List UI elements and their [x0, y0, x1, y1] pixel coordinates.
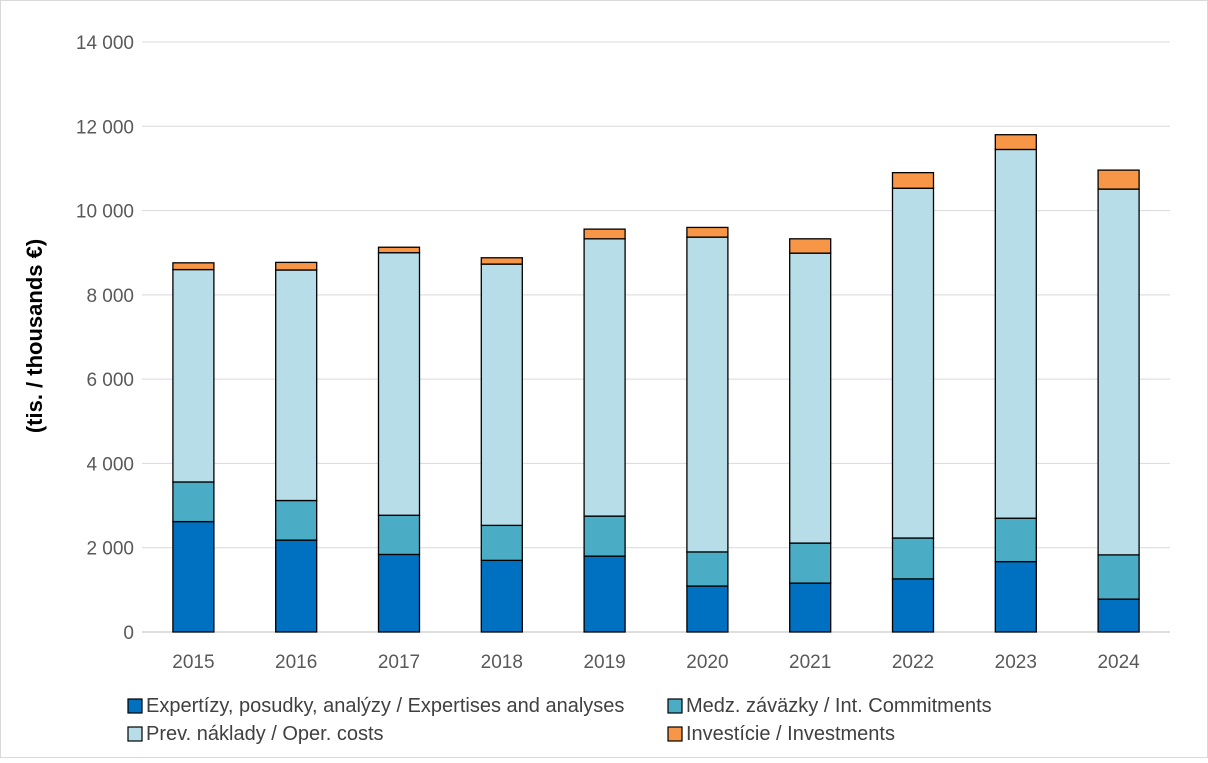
- bar-stack: [480, 257, 523, 633]
- legend-swatch: [127, 726, 143, 742]
- x-tick-label: 2019: [583, 652, 625, 673]
- bar-segment: [377, 252, 421, 516]
- bar-segment: [480, 257, 523, 265]
- bar-stack: [994, 134, 1037, 633]
- x-tick-label: 2024: [1097, 652, 1140, 673]
- y-tick-label: 0: [123, 623, 134, 644]
- bar-segment: [994, 148, 1037, 519]
- legend: Expertízy, posudky, analýzy / Expertises…: [127, 695, 992, 745]
- bar-segment: [789, 582, 832, 633]
- x-tick-label: 2018: [481, 652, 523, 673]
- bar-segment: [789, 252, 832, 544]
- bar-segment: [891, 187, 935, 539]
- bar-segment: [994, 517, 1037, 563]
- bars: [172, 134, 1140, 633]
- y-tick-label: 12 000: [76, 117, 134, 138]
- bar-segment: [377, 553, 421, 633]
- legend-item: Investície / Investments: [667, 723, 895, 745]
- x-tick-label: 2017: [378, 652, 420, 673]
- x-tick-label: 2015: [172, 652, 214, 673]
- bar-stack: [275, 261, 318, 633]
- x-tick-label: 2021: [789, 652, 831, 673]
- bar-segment: [789, 238, 832, 254]
- bar-stack: [583, 228, 626, 633]
- bar-segment: [275, 499, 318, 541]
- bar-stack: [377, 246, 421, 633]
- x-tick-label: 2020: [686, 652, 728, 673]
- y-tick-label: 10 000: [76, 202, 134, 223]
- legend-swatch: [667, 726, 683, 742]
- bar-segment: [1097, 188, 1140, 556]
- bar-stack: [686, 226, 729, 633]
- bar-segment: [686, 551, 729, 587]
- x-tick-label: 2016: [275, 652, 317, 673]
- bar-segment: [994, 134, 1037, 151]
- bar-segment: [275, 261, 318, 271]
- bar-segment: [172, 520, 215, 633]
- bar-segment: [377, 246, 421, 254]
- bar-segment: [583, 555, 626, 633]
- legend-swatch: [667, 698, 683, 714]
- y-tick-label: 8 000: [86, 286, 134, 307]
- bar-segment: [1097, 554, 1140, 600]
- x-axis-ticks: 2015 2016 2017 2018 2019 2020 2021 2022 2023 2024: [172, 652, 1140, 673]
- legend-label: Expertízy, posudky, analýzy / Expertises…: [146, 695, 624, 717]
- bar-segment: [377, 514, 421, 556]
- bar-segment: [172, 481, 215, 523]
- bar-segment: [686, 226, 729, 238]
- legend-item: Prev. náklady / Oper. costs: [127, 723, 384, 745]
- bar-segment: [583, 238, 626, 517]
- legend-label: Prev. náklady / Oper. costs: [146, 723, 384, 745]
- y-tick-label: 14 000: [76, 33, 134, 54]
- bar-segment: [172, 262, 215, 271]
- y-axis-ticks: 0 2 000 4 000 6 000 8 000 10 000 12 000 14 000: [76, 33, 134, 644]
- legend-swatch: [127, 698, 143, 714]
- y-tick-label: 6 000: [86, 370, 134, 391]
- bar-stack: [789, 238, 832, 633]
- bar-segment: [1097, 598, 1140, 633]
- y-tick-label: 2 000: [86, 539, 134, 560]
- bar-segment: [480, 263, 523, 527]
- bar-segment: [686, 236, 729, 553]
- bar-segment: [583, 515, 626, 557]
- bar-segment: [891, 171, 935, 189]
- x-tick-label: 2022: [892, 652, 934, 673]
- legend-item: Expertízy, posudky, analýzy / Expertises…: [127, 695, 624, 717]
- y-tick-label: 4 000: [86, 454, 134, 475]
- x-tick-label: 2023: [995, 652, 1037, 673]
- bar-segment: [480, 524, 523, 562]
- bar-stack: [172, 262, 215, 633]
- bar-segment: [275, 269, 318, 502]
- bar-stack: [891, 171, 935, 633]
- bar-segment: [172, 268, 215, 483]
- bar-stack: [1097, 169, 1140, 633]
- bar-segment: [891, 537, 935, 580]
- legend-label: Investície / Investments: [686, 723, 895, 745]
- legend-label: Medz. záväzky / Int. Commitments: [686, 695, 992, 717]
- bar-segment: [994, 560, 1037, 633]
- y-axis-title: (tis. / thousands €): [22, 239, 47, 433]
- bar-segment: [1097, 169, 1140, 190]
- bar-segment: [275, 539, 318, 633]
- bar-segment: [789, 542, 832, 584]
- bar-segment: [480, 559, 523, 633]
- bar-segment: [686, 585, 729, 633]
- bar-segment: [583, 228, 626, 240]
- legend-item: Medz. záväzky / Int. Commitments: [667, 695, 992, 717]
- bar-segment: [891, 578, 935, 633]
